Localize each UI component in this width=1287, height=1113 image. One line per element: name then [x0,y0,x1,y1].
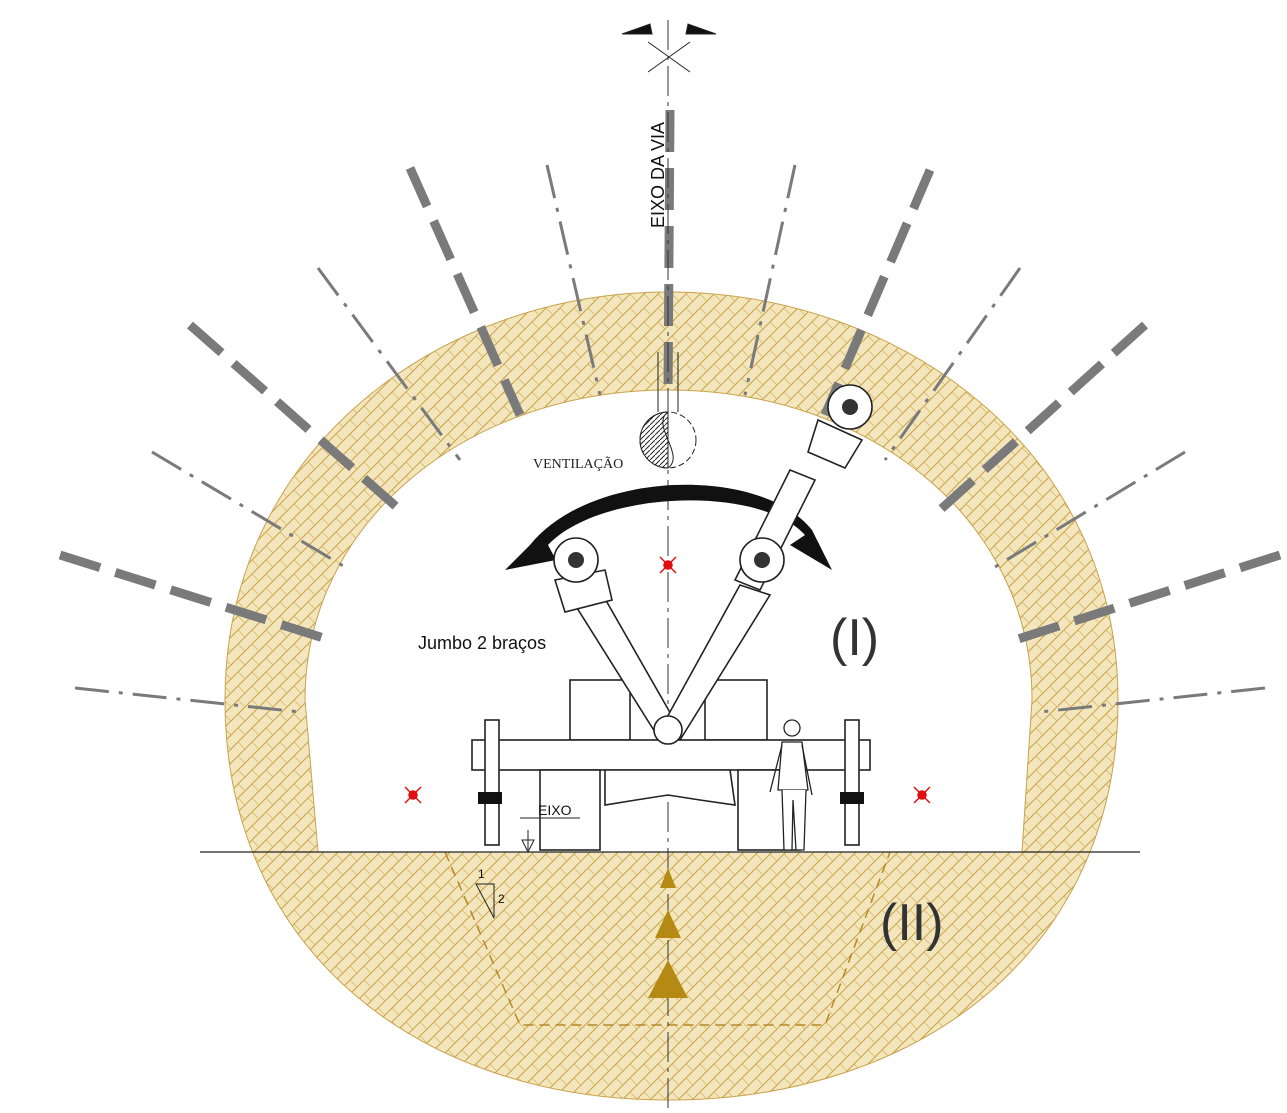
drawing: EIXO DA VIA VENTILAÇÃO Jumbo 2 braços (I… [0,0,1287,1113]
axis-marker-label: EIXO [538,802,572,818]
machine-label: Jumbo 2 braços [418,633,546,653]
phase-2-label: (II) [880,894,944,952]
axis-label: EIXO DA VIA [648,122,668,228]
ventilation-label: VENTILAÇÃO [533,456,623,472]
slope-h: 2 [498,892,505,906]
slope-v: 1 [478,867,485,881]
phase-1-label: (I) [830,609,879,667]
axis-symbol [622,24,716,72]
